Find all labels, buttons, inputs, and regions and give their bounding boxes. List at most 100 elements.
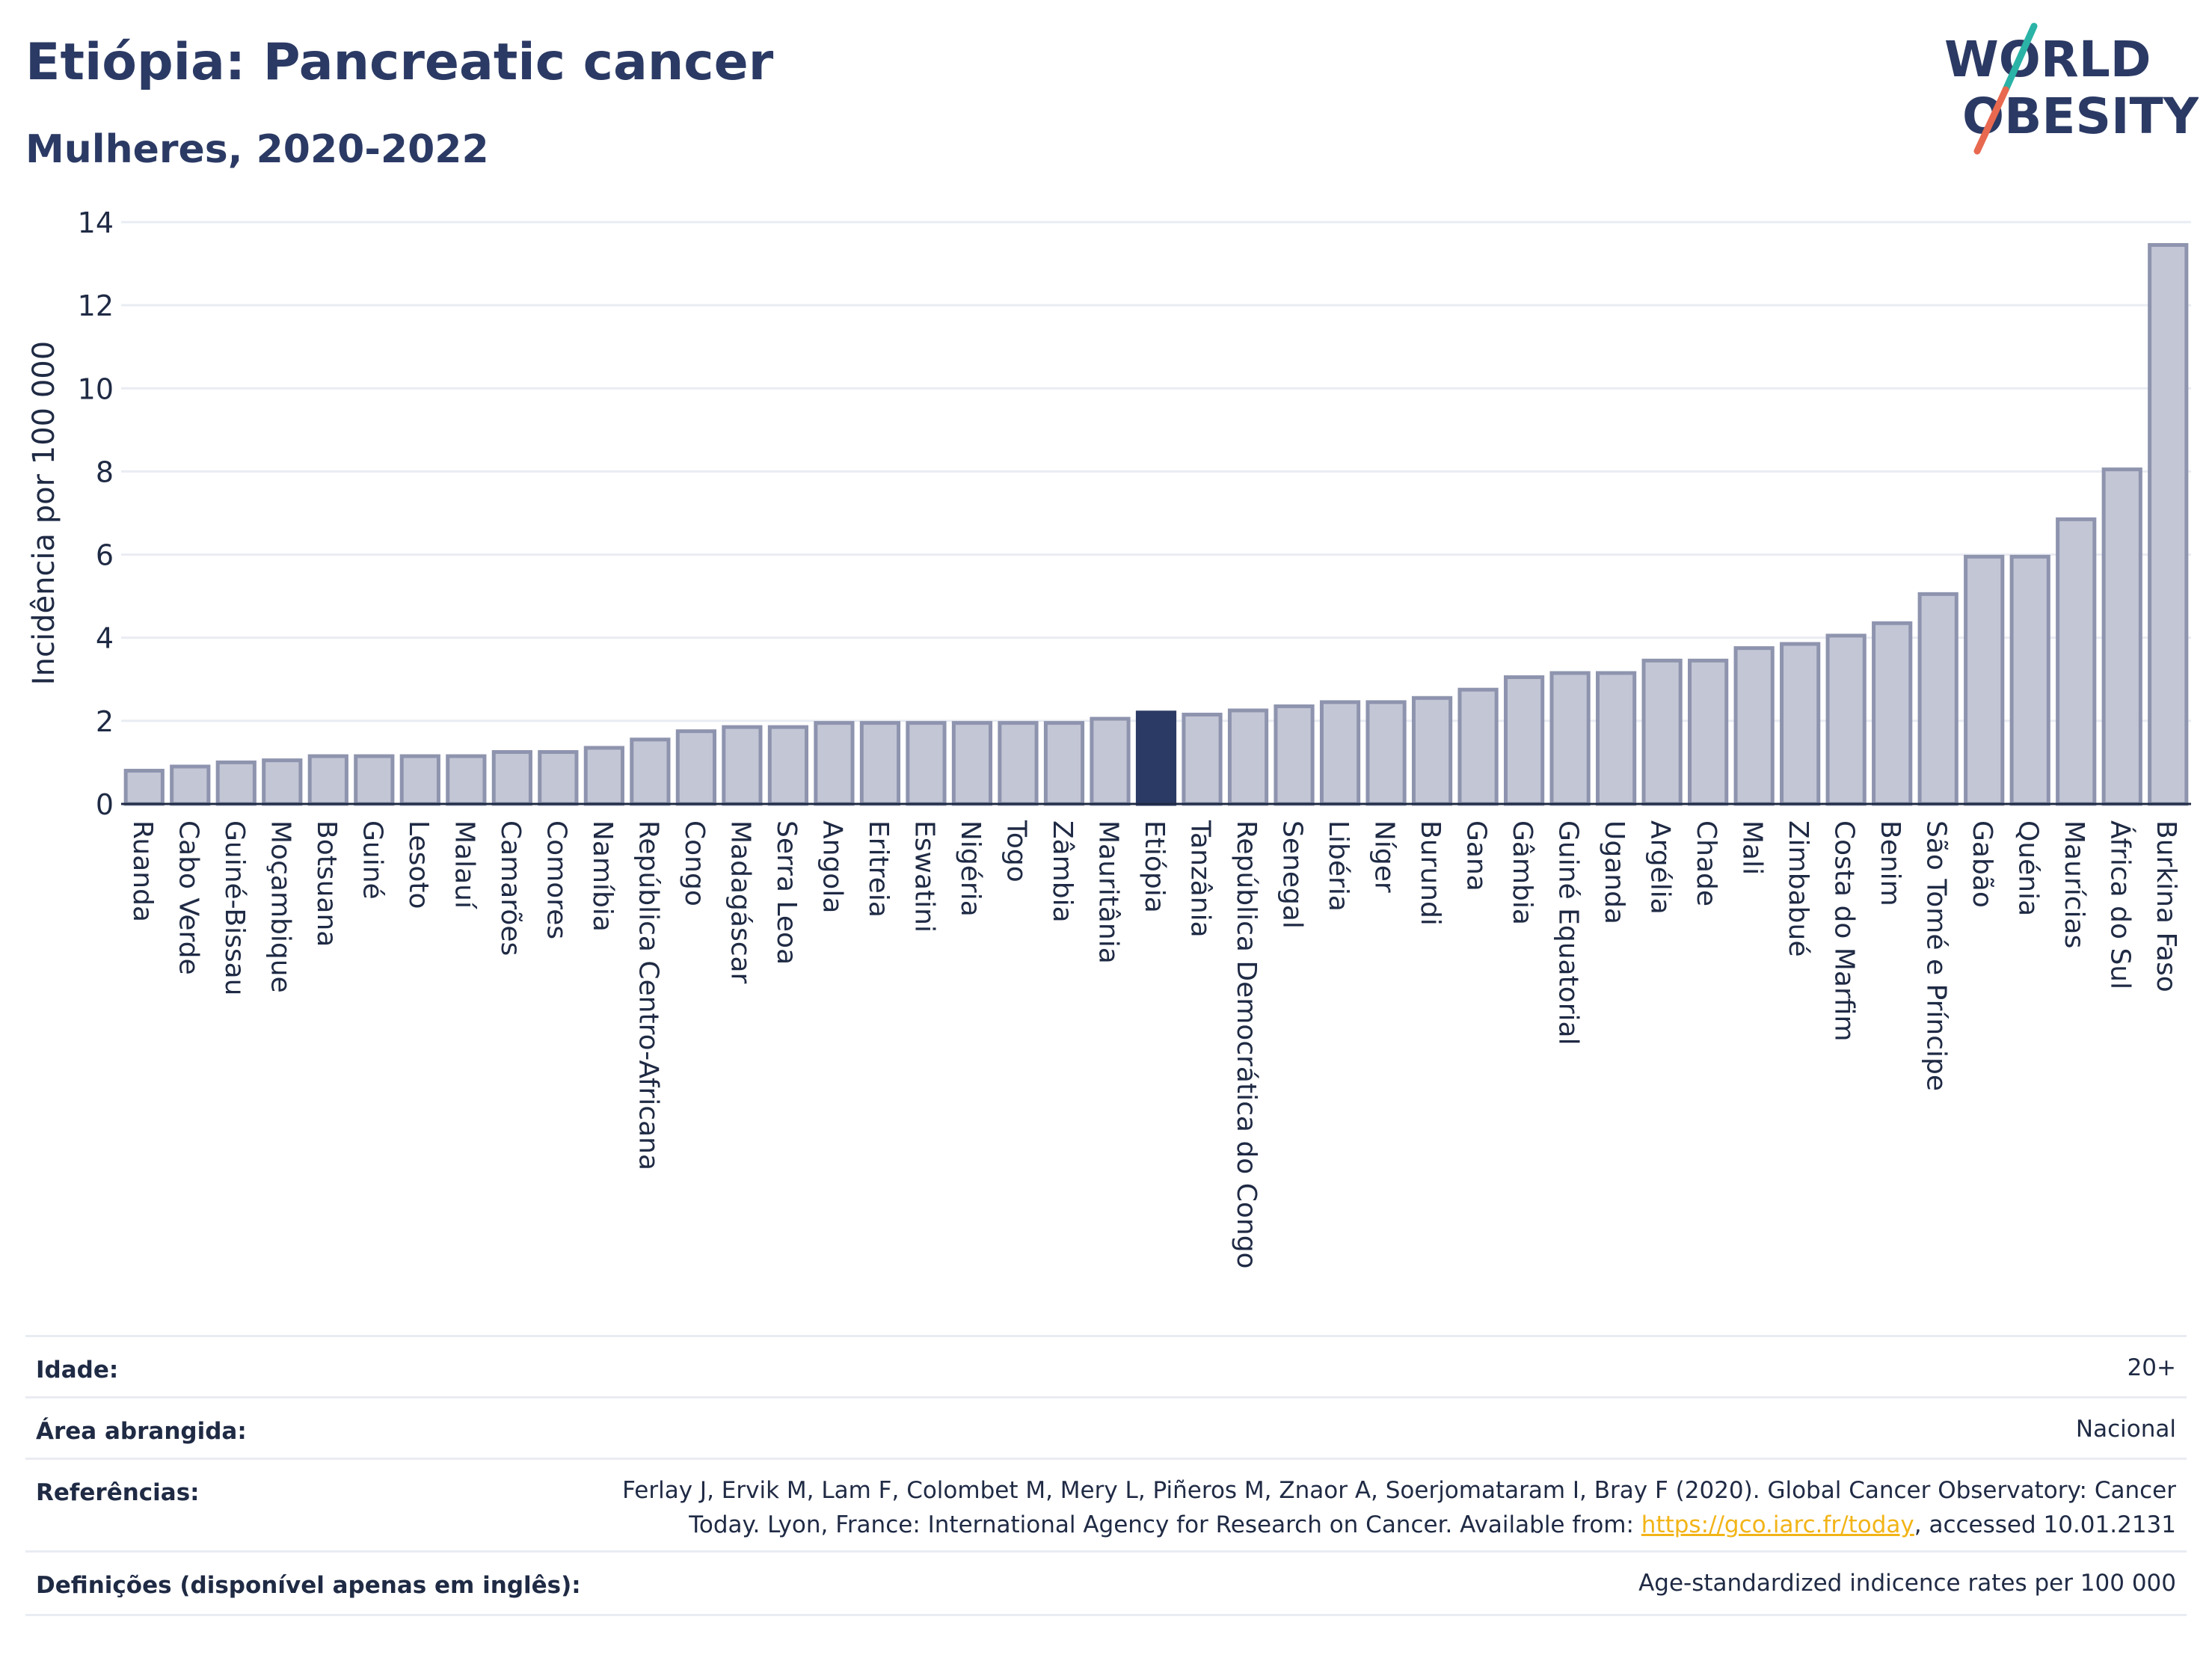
y-tick-label: 10 <box>78 372 114 405</box>
logo-line1: WORLD <box>1944 31 2151 88</box>
bar <box>998 721 1039 806</box>
bar <box>1274 704 1315 806</box>
bar <box>1688 658 1729 806</box>
ref-link[interactable]: https://gco.iarc.fr/today <box>1641 1511 1914 1538</box>
bar <box>491 750 532 806</box>
x-tick-label: Mauritânia <box>1093 820 1123 964</box>
x-tick-label: Chade <box>1691 820 1721 906</box>
bar <box>859 721 901 806</box>
x-tick-label: Eritreia <box>863 820 894 918</box>
x-tick-label: Guiné-Bissau <box>219 820 250 995</box>
x-tick-label: Namíbia <box>587 820 618 932</box>
x-tick-label: Nigéria <box>955 820 986 917</box>
meta-ref-value: Ferlay J, Ervik M, Lam F, Colombet M, Me… <box>622 1473 2176 1542</box>
x-tick-label: Botsuana <box>311 820 342 947</box>
bar <box>1135 710 1177 806</box>
bar <box>446 754 487 806</box>
x-tick-label: Benim <box>1875 820 1905 906</box>
metadata-table: Idade: 20+ Área abrangida: Nacional Refe… <box>25 1335 2187 1619</box>
bar <box>1596 671 1637 806</box>
bar <box>951 721 993 806</box>
x-tick-label: Serra Leoa <box>771 820 802 965</box>
bar <box>1090 716 1131 806</box>
bar <box>1780 642 1821 806</box>
x-tick-label: África do Sul <box>2105 820 2136 989</box>
bar <box>722 725 763 806</box>
bar <box>123 769 165 806</box>
x-tick-label: Ruanda <box>127 820 158 922</box>
x-tick-label: Zimbabué <box>1783 820 1813 957</box>
x-tick-label: Níger <box>1369 820 1400 893</box>
y-tick-labels: 0 2 4 6 8 10 12 14 <box>78 206 114 821</box>
bar <box>906 721 947 806</box>
meta-row-definitions: Definições (disponível apenas em inglês)… <box>25 1550 2187 1616</box>
x-tick-label: Congo <box>679 820 710 906</box>
x-tick-label: Quénia <box>2013 820 2044 916</box>
bar <box>262 758 303 806</box>
x-tick-label: República Centro-Africana <box>633 820 663 1170</box>
bar <box>170 764 211 806</box>
y-tick-label: 12 <box>78 289 114 322</box>
bar-chart: 0 2 4 6 8 10 12 14 Ruanda Cabo Verde Guiné-Bissau… <box>27 206 2191 1269</box>
x-tick-label: República Democrática do Congo <box>1231 820 1262 1269</box>
bar <box>2148 243 2189 806</box>
x-tick-label: Costa do Marfim <box>1829 820 1860 1042</box>
ref-line1: Ferlay J, Ervik M, Lam F, Colombet M, Me… <box>622 1477 2176 1504</box>
x-tick-label: Guiné Equatorial <box>1553 820 1584 1045</box>
x-tick-label: Malauí <box>449 820 479 909</box>
x-tick-label: Eswatini <box>909 820 939 933</box>
y-tick-label: 4 <box>96 622 114 655</box>
x-tick-label: Lesoto <box>403 820 434 909</box>
meta-ref-label: Referências: <box>36 1479 200 1506</box>
bar <box>538 750 579 806</box>
x-tick-label: Zâmbia <box>1047 820 1078 923</box>
bar <box>1457 687 1499 806</box>
meta-def-value: Age-standardized indicence rates per 100… <box>1638 1570 2176 1597</box>
x-tick-label: Cabo Verde <box>173 820 203 975</box>
meta-def-label: Definições (disponível apenas em inglês)… <box>36 1572 581 1599</box>
bar <box>1549 671 1591 806</box>
bar <box>1872 621 1913 806</box>
x-tick-label: Guiné <box>357 820 387 900</box>
meta-area-value: Nacional <box>2075 1416 2176 1443</box>
y-tick-label: 2 <box>96 705 114 738</box>
x-tick-label: Camarões <box>495 820 526 956</box>
bar <box>814 721 855 806</box>
x-tick-label: Senegal <box>1277 820 1308 929</box>
bar <box>2101 467 2142 806</box>
y-tick-label: 8 <box>96 455 114 488</box>
bar <box>399 754 440 806</box>
bar <box>2056 517 2097 806</box>
x-tick-label: Burundi <box>1415 820 1446 926</box>
meta-area-label: Área abrangida: <box>36 1418 247 1445</box>
bar <box>630 737 671 806</box>
bar <box>1825 633 1867 806</box>
bar <box>1503 675 1545 806</box>
bar <box>354 754 395 806</box>
bar <box>1733 646 1775 806</box>
meta-age-value: 20+ <box>2127 1354 2176 1381</box>
x-tick-label: Gâmbia <box>1507 820 1537 925</box>
x-tick-label: Togo <box>1001 820 1031 882</box>
ref-line2: Today. Lyon, France: International Agenc… <box>622 1508 2176 1542</box>
bar <box>307 754 348 806</box>
ref-line2-post: , accessed 10.01.2131 <box>1914 1511 2176 1538</box>
bar <box>767 725 809 806</box>
x-tick-label: Comores <box>541 820 571 939</box>
bar <box>1043 721 1085 806</box>
x-tick-label: Gabão <box>1967 820 1997 908</box>
meta-row-references: Referências: Ferlay J, Ervik M, Lam F, C… <box>25 1458 2187 1553</box>
x-tick-label: Etiópia <box>1139 820 1170 913</box>
y-tick-label: 6 <box>96 539 114 572</box>
ref-line2-pre: Today. Lyon, France: International Agenc… <box>689 1511 1641 1538</box>
bar <box>675 729 716 806</box>
x-tick-label: Libéria <box>1323 820 1354 912</box>
y-tick-label: 0 <box>96 788 114 821</box>
x-tick-label: Angola <box>817 820 847 913</box>
meta-row-age: Idade: 20+ <box>25 1335 2187 1398</box>
x-tick-labels: Ruanda Cabo Verde Guiné-Bissau Moçambique Bo… <box>127 820 2181 1269</box>
x-tick-label: Moçambique <box>265 820 295 993</box>
y-axis-label: Incidência por 100 000 <box>27 341 61 685</box>
x-tick-label: Tanzânia <box>1185 820 1216 938</box>
bar <box>1641 658 1683 806</box>
